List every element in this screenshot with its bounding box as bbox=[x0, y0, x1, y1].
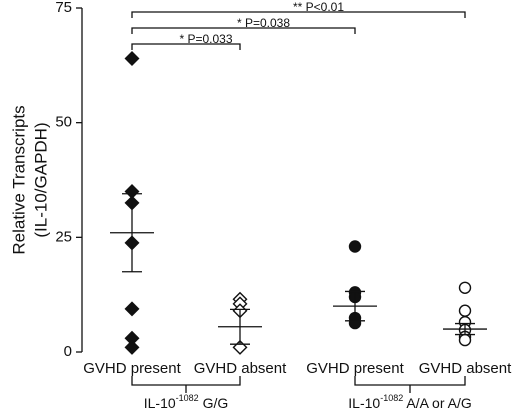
genotype-superscript: -1082 bbox=[380, 393, 403, 403]
x-tick-label: GVHD present bbox=[83, 360, 181, 377]
data-point bbox=[124, 50, 140, 66]
genotype-suffix: G/G bbox=[199, 395, 229, 411]
genotype-bracket bbox=[354, 376, 466, 393]
y-tick-label: 0 bbox=[64, 343, 72, 360]
data-point bbox=[458, 281, 472, 294]
data-point bbox=[348, 240, 362, 253]
y-axis-label: (IL-10/GAPDH) bbox=[31, 122, 50, 237]
annotation: * P=0.033 bbox=[179, 32, 232, 46]
x-tick-label: GVHD absent bbox=[194, 360, 287, 377]
y-axis-label: Relative Transcripts bbox=[9, 105, 28, 254]
genotype-prefix: IL-10 bbox=[348, 395, 380, 411]
x-tick-label: GVHD present bbox=[306, 360, 404, 377]
genotype-bracket bbox=[131, 376, 241, 393]
significance-bracket bbox=[131, 27, 356, 34]
genotype-superscript: -1082 bbox=[176, 393, 199, 403]
significance-bracket bbox=[131, 11, 466, 18]
data-point bbox=[124, 339, 140, 355]
genotype-prefix: IL-10 bbox=[144, 395, 176, 411]
data-point bbox=[124, 301, 140, 317]
genotype-suffix: A/A or A/G bbox=[403, 395, 471, 411]
x-tick-label: GVHD absent bbox=[419, 360, 512, 377]
annotation: ** P<0.01 bbox=[293, 0, 344, 14]
y-tick-label: 50 bbox=[55, 114, 72, 131]
data-point bbox=[458, 304, 472, 317]
genotype-label: IL-10-1082 A/A or A/G bbox=[348, 393, 471, 410]
genotype-label: IL-10-1082 G/G bbox=[144, 393, 229, 410]
significance-bracket bbox=[131, 43, 241, 50]
data-point bbox=[458, 333, 472, 347]
y-tick-label: 75 bbox=[55, 0, 72, 16]
annotation: * P=0.038 bbox=[237, 16, 290, 30]
y-tick-label: 25 bbox=[55, 228, 72, 245]
